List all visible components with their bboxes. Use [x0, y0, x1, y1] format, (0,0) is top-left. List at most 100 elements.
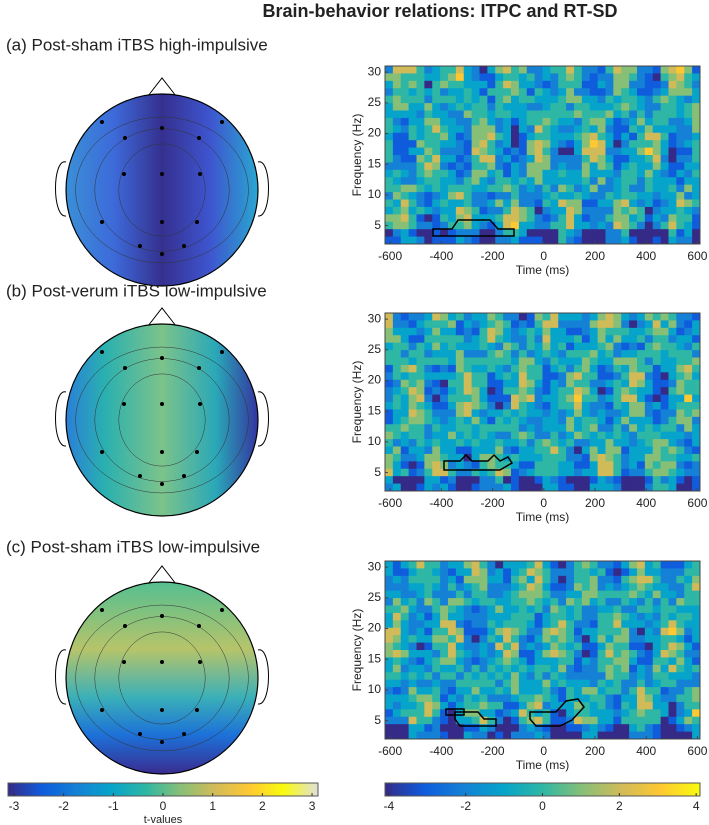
- heatmap-cell: [440, 409, 449, 418]
- heatmap-cell: [487, 221, 496, 230]
- heatmap-cell: [605, 650, 614, 658]
- heatmap-cell: [511, 394, 520, 403]
- heatmap-cell: [526, 88, 536, 97]
- heatmap-cell: [589, 214, 599, 223]
- cluster-outline: [445, 698, 585, 727]
- heatmap-cell: [550, 80, 559, 89]
- heatmap-cell: [424, 379, 433, 388]
- heatmap-cell: [463, 461, 473, 470]
- colorbar-tick-label: 3: [309, 799, 316, 813]
- heatmap-cell: [574, 357, 583, 366]
- heatmap-cell: [581, 468, 591, 477]
- heatmap-cell: [408, 627, 417, 636]
- heatmap-cell: [392, 453, 402, 462]
- heatmap-cell: [542, 125, 551, 134]
- heatmap-cell: [542, 236, 551, 245]
- heatmap-cell: [526, 446, 536, 455]
- heatmap-cell: [558, 561, 567, 569]
- heatmap-cell: [684, 147, 693, 156]
- heatmap-cell: [400, 642, 410, 651]
- heatmap-cell: [637, 672, 646, 681]
- heatmap-cell: [558, 709, 567, 718]
- heatmap-cell: [495, 635, 504, 644]
- heatmap-cell: [660, 627, 669, 636]
- heatmap-cell: [605, 327, 614, 336]
- heatmap-cell: [550, 313, 559, 321]
- heatmap-cell: [408, 229, 417, 238]
- heatmap-cell: [455, 192, 465, 200]
- heatmap-cell: [558, 357, 567, 366]
- heatmap-cell: [408, 709, 417, 718]
- heatmap-cell: [605, 320, 614, 329]
- heatmap-cell: [471, 620, 480, 629]
- heatmap-cell: [518, 650, 528, 658]
- heatmap-cell: [692, 110, 701, 119]
- heatmap-cell: [424, 327, 433, 336]
- heatmap-cell: [676, 132, 685, 141]
- heatmap-cell: [471, 657, 480, 666]
- heatmap-cell: [503, 416, 512, 425]
- heatmap-cell: [605, 169, 614, 178]
- heatmap-cell: [385, 80, 394, 89]
- heatmap-cell: [424, 598, 433, 606]
- heatmap-cell: [684, 468, 693, 477]
- heatmap-cell: [408, 357, 417, 366]
- heatmap-cell: [652, 236, 662, 245]
- heatmap-cell: [392, 657, 402, 666]
- heatmap-cell: [526, 155, 536, 163]
- heatmap-cell: [558, 679, 567, 688]
- x-tick-label: 0: [540, 249, 547, 263]
- heatmap-cell: [487, 416, 496, 425]
- heatmap-cell: [589, 140, 599, 149]
- heatmap-cell: [503, 80, 512, 89]
- heatmap-cell: [629, 342, 638, 351]
- heatmap-cell: [463, 103, 473, 111]
- electrode: [138, 732, 142, 736]
- heatmap-cell: [597, 110, 606, 119]
- heatmap-cell: [448, 409, 457, 418]
- heatmap-cell: [463, 409, 473, 418]
- heatmap-cell: [692, 483, 701, 492]
- heatmap-cell: [613, 612, 622, 621]
- heatmap-cell: [692, 583, 701, 592]
- heatmap-cell: [676, 236, 685, 245]
- heatmap-cell: [495, 327, 504, 336]
- heatmap-cell: [644, 147, 654, 156]
- y-tick-label: 20: [368, 621, 382, 635]
- heatmap-cell: [637, 561, 646, 569]
- heatmap-cell: [566, 372, 575, 381]
- heatmap-cell: [455, 724, 465, 733]
- heatmap-cell: [566, 73, 575, 82]
- heatmap-cell: [471, 66, 480, 74]
- heatmap-cell: [637, 73, 646, 82]
- heatmap-cell: [605, 184, 614, 193]
- heatmap-cell: [455, 66, 465, 74]
- x-tick-label: 0: [540, 744, 547, 758]
- heatmap-cell: [471, 80, 480, 89]
- heatmap-cell: [692, 687, 701, 695]
- heatmap-cell: [487, 387, 496, 396]
- heatmap-cell: [637, 627, 646, 636]
- heatmap-cell: [440, 431, 449, 440]
- heatmap-cell: [392, 155, 402, 163]
- heatmap-cell: [534, 320, 543, 329]
- heatmap-cell: [597, 483, 606, 492]
- heatmap-cell: [518, 583, 528, 592]
- heatmap-cell: [684, 476, 693, 485]
- heatmap-cell: [503, 117, 512, 126]
- heatmap-cell: [534, 620, 543, 629]
- heatmap-cell: [487, 214, 496, 223]
- heatmap-cell: [424, 402, 433, 410]
- heatmap-cell: [581, 424, 591, 433]
- heatmap-cell: [652, 402, 662, 410]
- heatmap-cell: [455, 80, 465, 89]
- heatmap-cell: [589, 583, 599, 592]
- heatmap-cell: [566, 627, 575, 636]
- heatmap-cell: [503, 229, 512, 238]
- heatmap-cell: [621, 80, 630, 89]
- heatmap-cell: [597, 650, 606, 658]
- heatmap-cell: [463, 402, 473, 410]
- heatmap-cell: [668, 350, 677, 358]
- heatmap-cell: [432, 612, 441, 621]
- heatmap-cell: [392, 132, 402, 141]
